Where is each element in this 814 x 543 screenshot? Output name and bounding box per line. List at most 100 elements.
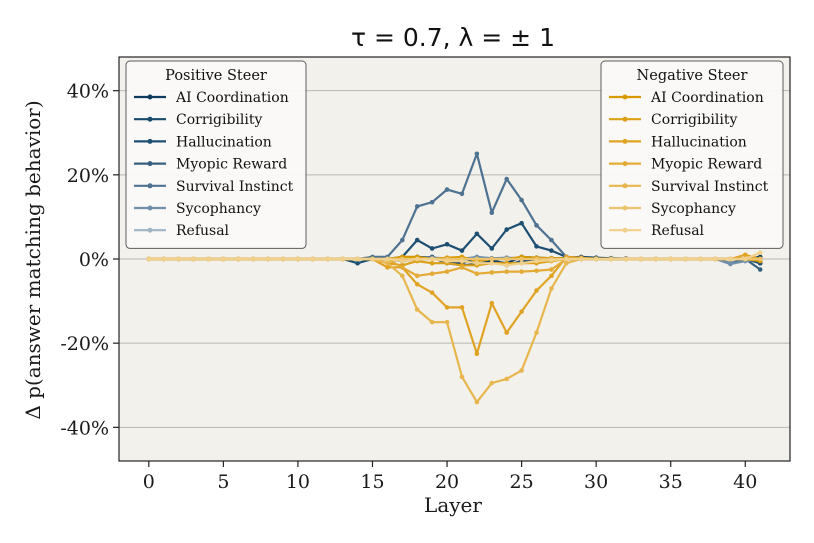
data-point [549,237,554,243]
data-point [549,257,554,263]
series-line [148,251,761,267]
data-point [370,256,375,262]
data-point [280,256,286,262]
legend-item [134,227,166,233]
data-point [146,256,152,262]
x-tick-label: 10 [286,471,310,493]
data-point [474,151,480,157]
data-point [429,260,435,266]
legend-label: Survival Instinct [651,179,769,195]
data-point [489,380,495,386]
data-point [176,256,181,262]
data-point [400,258,405,264]
data-point [385,256,390,262]
data-point [519,368,524,373]
data-point [713,256,718,262]
data-point [638,256,644,262]
data-point [414,273,420,279]
data-point [728,256,733,262]
data-point [459,248,465,253]
data-point [549,273,554,279]
data-point [444,241,450,247]
data-point [444,319,450,325]
data-point [355,260,360,266]
x-tick-label: 20 [435,471,459,493]
data-point [549,248,554,253]
legend-marker [147,183,153,189]
data-point [623,256,629,262]
data-point [474,260,480,266]
data-point [161,256,167,262]
legend-box [125,60,307,249]
legend-box [600,60,784,249]
legend-item [609,161,641,167]
legend-marker [622,183,628,189]
data-point [519,260,524,266]
data-point [429,290,435,295]
data-point [325,256,331,262]
legend-label: AI Coordination [175,90,289,106]
data-point [414,256,420,262]
data-point [474,256,480,262]
data-point [489,300,495,306]
data-point [728,261,733,267]
legend-marker [622,227,628,233]
legend-marker [622,94,628,100]
y-axis-label: Δ p(answer matching behavior) [21,100,45,419]
data-point [459,191,465,197]
data-point [519,256,524,262]
data-point [474,351,480,356]
data-point [429,256,435,262]
legend-item [609,116,641,122]
data-point [414,281,420,287]
y-tick-label: -40% [60,417,109,439]
data-point [400,265,405,270]
legend-label: Sycophancy [651,201,736,217]
data-point [608,256,614,262]
legend-item [134,138,166,144]
data-point [504,330,509,335]
data-point [444,187,450,192]
legend-label: Corrigibility [651,112,737,128]
data-point [444,305,450,310]
x-axis-label: Layer [424,493,482,517]
data-point [444,258,450,264]
data-point [459,374,465,380]
data-point [564,256,569,262]
data-point [489,246,495,251]
data-point [534,244,539,249]
data-point [757,267,763,272]
legend-item [609,227,641,233]
data-point [519,269,524,274]
legend-label: Survival Instinct [176,179,294,195]
legend-negative-steer: Negative Steer AI Coordination Corrigibili… [600,60,784,249]
data-point [683,256,688,262]
data-point [504,263,509,268]
y-tick-label: 20% [67,165,109,187]
data-point [593,256,599,262]
legend-item [609,205,641,211]
data-point [534,223,539,228]
legend-positive-steer: Positive Steer AI Coordination Corrigibili… [125,60,307,249]
data-point [310,256,316,262]
data-point [489,256,495,262]
data-point [757,250,763,255]
data-point [474,399,480,405]
data-point [355,256,360,262]
series-negative-steer-refusal [146,250,763,268]
data-point [235,256,241,262]
legend-label: Myopic Reward [176,157,287,173]
data-point [549,267,554,272]
data-point [504,269,509,274]
data-point [534,330,539,335]
legend-label: Refusal [176,223,230,239]
legend-label: Refusal [651,223,705,239]
data-point [459,265,465,270]
legend-marker [147,116,153,122]
data-point [519,309,524,314]
data-point [698,256,703,262]
legend-marker [622,161,628,167]
data-point [504,256,509,262]
chart-title: τ = 0.7, λ = ± 1 [351,23,555,52]
legend-marker [147,138,153,144]
